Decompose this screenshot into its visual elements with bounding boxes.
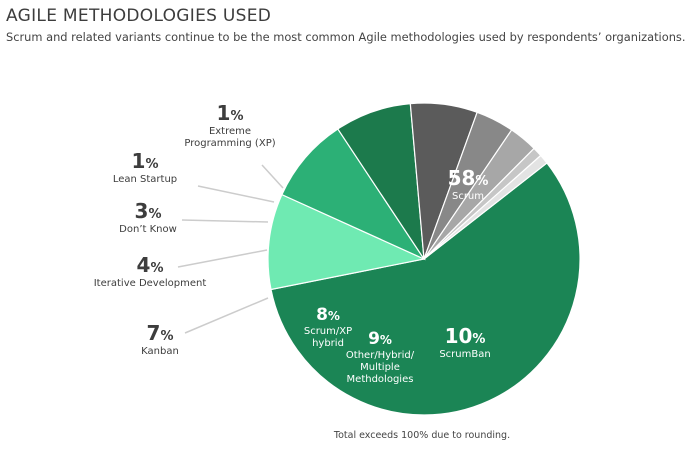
category-label-other-hybrid-multiple-methdologies: Multiple <box>360 362 400 373</box>
value-label-scrum: 58% <box>448 166 489 190</box>
category-label-iterative-development: Iterative Development <box>94 278 207 289</box>
leader-lines <box>177 164 284 334</box>
chart-title: AGILE METHODOLOGIES USED <box>6 6 272 26</box>
category-label-other-hybrid-multiple-methdologies: Methdologies <box>347 374 414 385</box>
category-label-extreme-programming-xp: Extreme <box>209 126 251 137</box>
category-label-kanban: Kanban <box>141 346 179 357</box>
pie-slices <box>267 102 581 416</box>
slice-extreme-programming-xp <box>423 154 548 260</box>
value-label-scrumban: 10% <box>445 324 486 348</box>
chart-subtitle: Scrum and related variants continue to b… <box>6 30 686 44</box>
slice-labels: 58%Scrum 10%ScrumBan 9%Other/Hybrid/Multip… <box>94 101 491 385</box>
category-label-scrum-xp-hybrid: Scrum/XP <box>304 326 352 337</box>
value-label-don-t-know: 3% <box>135 199 162 223</box>
value-label-kanban: 7% <box>147 321 174 345</box>
leader-line-iterative-development <box>177 249 268 268</box>
value-label-lean-startup: 1% <box>132 149 159 173</box>
leader-line-extreme-programming-xp <box>261 164 284 189</box>
value-label-other-hybrid-multiple-methdologies: 9% <box>368 329 392 349</box>
category-label-scrum: Scrum <box>452 191 484 202</box>
rounding-note: Total exceeds 100% due to rounding. <box>333 430 510 441</box>
slice-scrum <box>270 162 581 416</box>
value-label-extreme-programming-xp: 1% <box>217 101 244 125</box>
value-label-iterative-development: 4% <box>137 253 164 277</box>
category-label-other-hybrid-multiple-methdologies: Other/Hybrid/ <box>346 350 415 361</box>
leader-line-lean-startup <box>197 185 275 203</box>
value-label-scrum-xp-hybrid: 8% <box>316 305 340 325</box>
leader-line-kanban <box>184 297 269 334</box>
category-label-extreme-programming-xp: Programming (XP) <box>184 138 275 149</box>
category-label-scrum-xp-hybrid: hybrid <box>312 338 344 349</box>
leader-line-don-t-know <box>181 219 269 223</box>
category-label-scrumban: ScrumBan <box>439 349 490 360</box>
category-label-don-t-know: Don’t Know <box>119 224 177 235</box>
slice-other-hybrid-multiple-methdologies <box>281 128 426 261</box>
slice-scrumban <box>267 193 426 291</box>
category-label-lean-startup: Lean Startup <box>113 174 177 185</box>
